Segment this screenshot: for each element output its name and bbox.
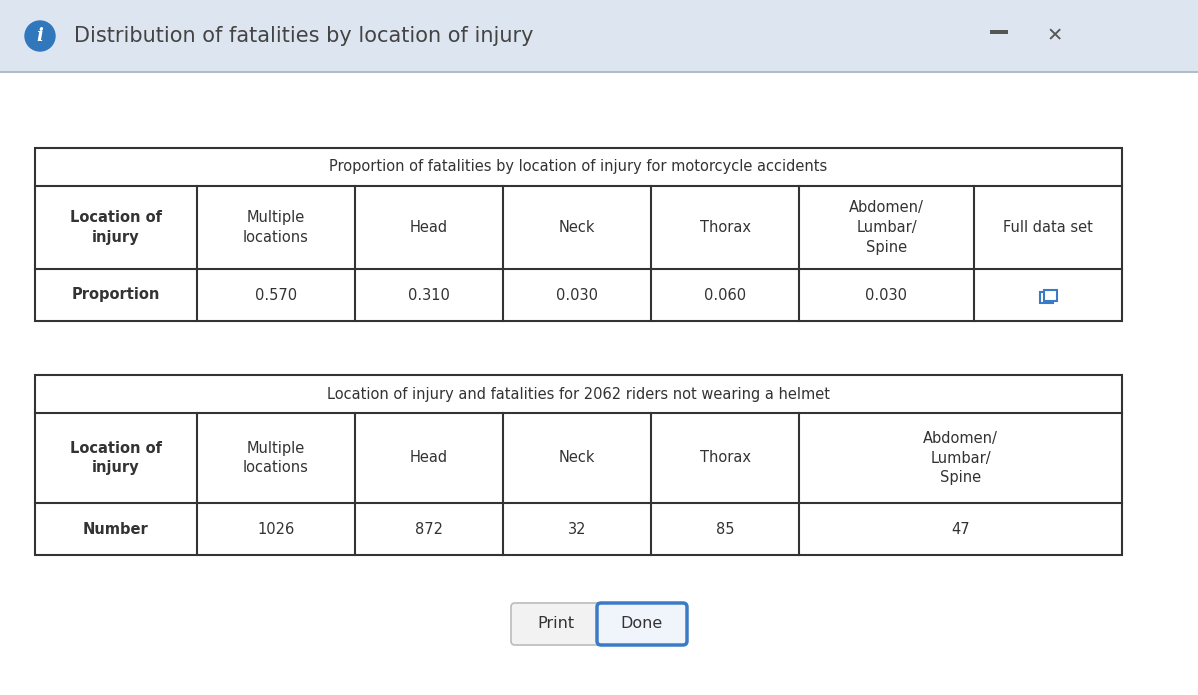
Text: Multiple
locations: Multiple locations <box>243 441 309 475</box>
Bar <box>0 72 1198 695</box>
Text: Location of injury and fatalities for 2062 riders not wearing a helmet: Location of injury and fatalities for 20… <box>327 386 830 402</box>
Text: Neck: Neck <box>558 220 595 235</box>
Bar <box>990 30 1008 34</box>
Text: 47: 47 <box>951 521 970 537</box>
Text: Print: Print <box>538 616 575 632</box>
Text: Head: Head <box>410 450 448 466</box>
FancyBboxPatch shape <box>512 603 601 645</box>
Text: i: i <box>37 27 43 45</box>
Text: 0.030: 0.030 <box>556 288 598 302</box>
Text: Number: Number <box>83 521 149 537</box>
Text: Done: Done <box>621 616 664 632</box>
Text: 32: 32 <box>568 521 586 537</box>
Text: Full data set: Full data set <box>1003 220 1093 235</box>
Text: Thorax: Thorax <box>700 450 750 466</box>
Bar <box>35 148 1123 321</box>
Bar <box>1040 291 1053 302</box>
Text: Proportion: Proportion <box>72 288 161 302</box>
Text: Abdomen/
Lumbar/
Spine: Abdomen/ Lumbar/ Spine <box>849 200 924 255</box>
Text: Location of
injury: Location of injury <box>69 441 162 475</box>
Text: Neck: Neck <box>558 450 595 466</box>
Text: 85: 85 <box>715 521 734 537</box>
Text: 0.570: 0.570 <box>255 288 297 302</box>
Text: 0.060: 0.060 <box>704 288 746 302</box>
Text: ✕: ✕ <box>1047 26 1063 45</box>
Text: 0.310: 0.310 <box>409 288 450 302</box>
Text: Abdomen/
Lumbar/
Spine: Abdomen/ Lumbar/ Spine <box>924 431 998 485</box>
Circle shape <box>25 21 55 51</box>
Bar <box>35 375 1123 555</box>
Bar <box>1043 290 1057 300</box>
Text: 1026: 1026 <box>258 521 295 537</box>
Text: Thorax: Thorax <box>700 220 750 235</box>
Text: Location of
injury: Location of injury <box>69 210 162 245</box>
Text: 872: 872 <box>415 521 443 537</box>
Text: Head: Head <box>410 220 448 235</box>
Text: Proportion of fatalities by location of injury for motorcycle accidents: Proportion of fatalities by location of … <box>329 159 828 174</box>
Text: Distribution of fatalities by location of injury: Distribution of fatalities by location o… <box>74 26 533 46</box>
Text: 0.030: 0.030 <box>865 288 908 302</box>
Bar <box>0 0 1198 72</box>
Text: Multiple
locations: Multiple locations <box>243 210 309 245</box>
FancyBboxPatch shape <box>597 603 686 645</box>
